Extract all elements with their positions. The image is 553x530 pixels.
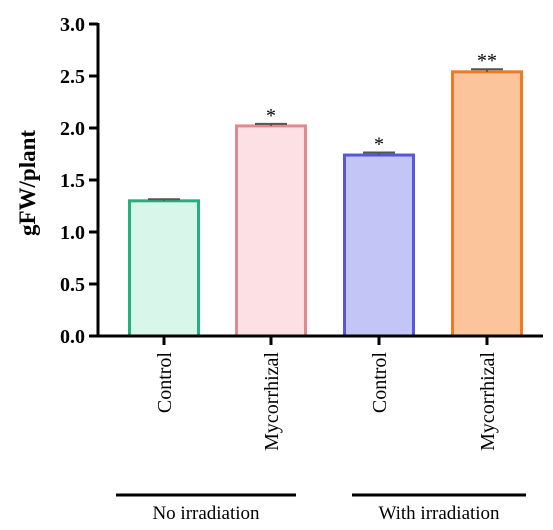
axes-layer bbox=[89, 22, 543, 497]
y-axis-title: gFW/plant bbox=[15, 130, 40, 236]
bars-layer bbox=[128, 68, 523, 338]
y-tick-label-0: 0.0 bbox=[60, 326, 85, 348]
category-label-1: Control bbox=[154, 352, 176, 414]
significance-label-3: * bbox=[374, 133, 384, 155]
significance-label-4: ** bbox=[477, 50, 497, 72]
y-tick-label-6: 3.0 bbox=[60, 14, 85, 36]
labels-layer: Control * Mycorrhizal * Control ** Mycorrhizal… bbox=[60, 14, 500, 524]
significance-label-2: * bbox=[266, 105, 276, 127]
group-label-2: With irradiation bbox=[378, 503, 500, 524]
bar-3 bbox=[343, 153, 415, 338]
y-tick-label-2: 1.0 bbox=[60, 222, 85, 244]
y-tick-label-5: 2.5 bbox=[60, 66, 85, 88]
y-tick-label-3: 1.5 bbox=[60, 170, 85, 192]
bar-1 bbox=[128, 199, 200, 338]
y-tick-label-4: 2.0 bbox=[60, 118, 85, 140]
category-label-4: Mycorrhizal bbox=[477, 352, 499, 451]
category-label-3: Control bbox=[369, 352, 391, 414]
group-label-1: No irradiation bbox=[152, 503, 260, 524]
bar-4 bbox=[451, 70, 523, 338]
category-label-2: Mycorrhizal bbox=[261, 352, 283, 451]
y-tick-label-1: 0.5 bbox=[60, 274, 85, 296]
bar-2 bbox=[235, 124, 307, 338]
